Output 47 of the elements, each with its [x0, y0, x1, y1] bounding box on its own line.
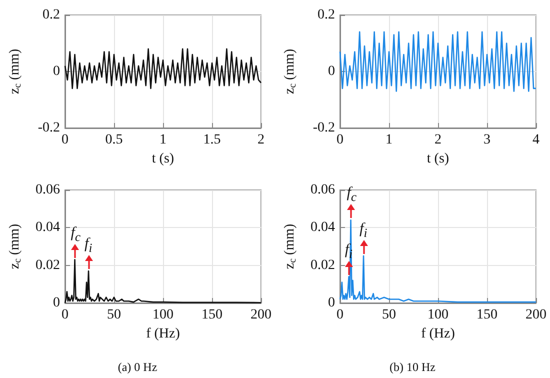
y-tick-label: 0.2 [318, 8, 335, 22]
x-tick-label: 2 [434, 132, 442, 148]
annotation: f$_{i}$ [360, 220, 368, 240]
x-tick-label: 200 [250, 308, 272, 322]
annotation: f$_{i}$ [344, 242, 352, 261]
x-tick-label: 100 [428, 308, 448, 322]
x-tick-label: 2 [258, 132, 264, 148]
text: (b) 10 Hz [388, 360, 436, 375]
y-tick-label: 0.02 [36, 258, 60, 273]
text: (a) 0 Hz [116, 360, 158, 375]
x-tick-label: 3 [484, 132, 490, 148]
x-axis-title: t (s) [152, 152, 174, 166]
y-tick-label: 0.04 [36, 220, 60, 236]
x-tick-label: 150 [202, 308, 222, 322]
y-tick-label: 0.06 [36, 182, 60, 198]
x-tick-label: 1 [160, 132, 166, 148]
y-tick-label: -0.2 [312, 120, 335, 136]
y-tick-label: 0 [328, 296, 335, 310]
y-axis-title: zc (mm) [8, 224, 24, 270]
x-tick-label: 200 [526, 308, 546, 322]
x-axis-title: f (Hz) [146, 326, 180, 342]
x-tick-label: 4 [532, 132, 540, 148]
x-tick-label: 1.5 [203, 132, 221, 148]
line-series [339, 31, 537, 92]
x-tick-label: 150 [476, 308, 498, 322]
y-axis-title: zc (mm) [282, 224, 298, 270]
y-axis-title: zc (mm) [282, 48, 298, 94]
y-tick-label: 0.02 [310, 258, 335, 273]
y-axis-title: zc (mm) [8, 48, 24, 94]
x-tick-label: 100 [152, 308, 174, 322]
y-tick-label: 0 [53, 64, 60, 79]
annotation: f$_{c}$ [346, 185, 356, 204]
line-series [64, 48, 262, 90]
x-tick-label: 50 [382, 308, 396, 322]
x-tick-label: 0.5 [105, 132, 123, 148]
y-tick-label: 0.06 [310, 182, 335, 198]
y-tick-label: 0.2 [42, 8, 60, 22]
y-tick-label: 0 [53, 296, 60, 310]
x-axis-title: f (Hz) [421, 326, 456, 342]
y-tick-label: 0.04 [310, 220, 335, 236]
y-tick-label: -0.2 [38, 120, 60, 136]
annotation: f$_{c}$ [70, 224, 81, 244]
x-axis-title: t (s) [426, 152, 450, 166]
annotation: f$_{i}$ [84, 236, 92, 255]
x-tick-label: 50 [107, 308, 121, 322]
x-tick-label: 1 [386, 132, 392, 148]
y-tick-label: 0 [328, 64, 335, 79]
